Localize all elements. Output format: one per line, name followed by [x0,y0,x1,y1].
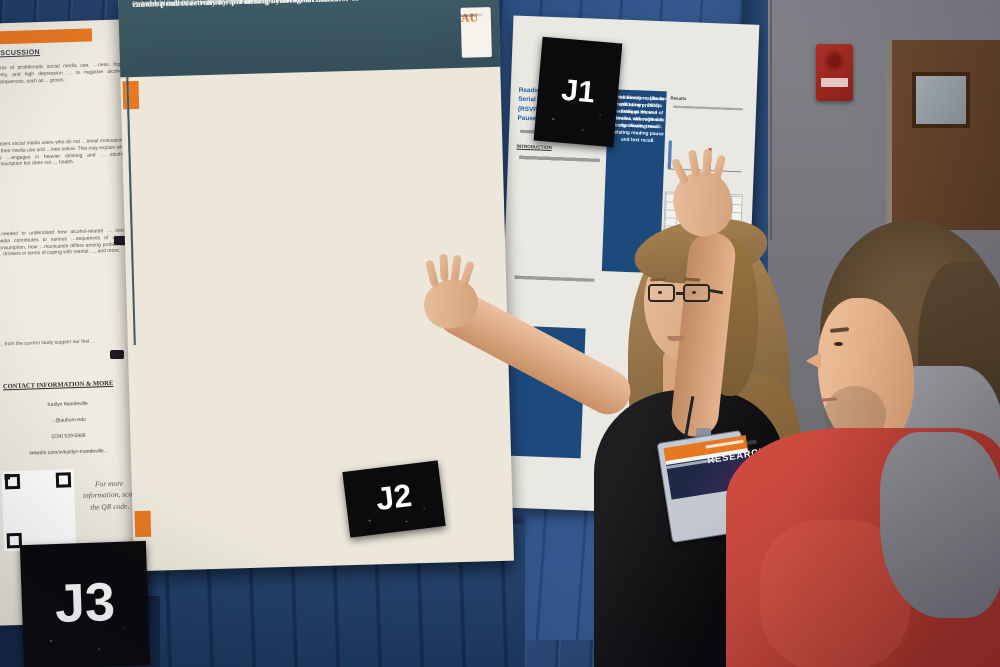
door-window [912,72,970,128]
discussion-paragraph: …users social media users who do not …ti… [0,137,126,168]
bullet: The current project recruited 27 regular… [130,80,133,176]
references-box: References [126,77,133,230]
glasses-right-lens [683,284,710,302]
finger [702,148,712,177]
binder-clip [110,350,124,359]
auburn-logo: AU AUBURN UNIVERSITY [460,7,492,58]
wall-seam [770,0,772,240]
presenter-eye [658,291,662,294]
bar-chart [707,119,744,173]
presenter-eye [692,291,696,294]
fire-alarm [816,44,853,101]
station-card-j2: J2 [342,460,446,538]
badge-org-blur [705,439,744,449]
gray-hood-drape [880,432,1000,618]
acknowledgments-header: Acknowledgments [127,77,129,80]
highlight-text: Preliminary results in replicating previ… [612,95,664,144]
fire-alarm-speaker [823,50,846,73]
listener-eye [834,342,843,346]
door [886,40,1000,230]
auburn-logo-line2: UNIVERSITY [460,13,483,18]
station-card-j1: J1 [533,36,623,148]
listener-nose [806,352,821,369]
bullet: Disordered substance use is associated w… [130,80,136,157]
center-poster-header: …e the predictive validity of a neurophy… [118,0,501,78]
introduction-header: Introduction [127,77,136,88]
listener-face [818,298,914,452]
acknowledgments-text: Thank you to the graduate and undergradu… [127,77,128,79]
glasses-bridge [676,292,684,295]
contact-line: linkedin.com/in/kaitlyn-mandeville… [29,448,109,457]
discussion-paragraph: …ness of problematic social media use, …… [0,61,124,86]
presenter-mouth [667,336,684,341]
binder-clip [114,236,128,245]
discussion-paragraph: …needed to understand how alcohol-relate… [0,227,129,258]
right-poster-lower-text-blur [512,274,596,282]
acknowledgments-box: Acknowledgments Thank you to the graduat… [126,77,129,80]
contact-line: (234) 529-5906 [51,432,86,440]
contact-line: …@auburn.edu [50,416,86,424]
contact-name: Kaitlyn Mandeville [47,400,88,408]
discussion-paragraph: …from the current study support our firs… [0,338,96,348]
bullet: In a previous study, behavioral insight … [130,79,136,175]
right-poster-intro-text-blur [516,154,601,162]
bullet: Differences between cannabis and alterna… [130,79,133,131]
bullet: Cannabis Use Disorder (CUD) is increasin… [130,80,136,157]
bullet: The current study aimed to replicate the… [130,80,136,150]
qr-code [1,469,77,552]
left-poster-orange-strip [0,28,93,45]
fire-alarm-label [821,78,848,87]
results-caption-blur [670,104,744,111]
right-poster-intro-header: INTRODUCTION [516,143,552,151]
station-card-j3: J3 [19,540,151,667]
finger [439,253,449,282]
bullet: Importantly, the analyses will be reeval… [130,80,133,157]
contact-header: CONTACT INFORMATION & MORE [2,379,114,391]
right-poster-results-header: Results [670,95,687,102]
discussion-header: DISCUSSION [0,49,41,58]
